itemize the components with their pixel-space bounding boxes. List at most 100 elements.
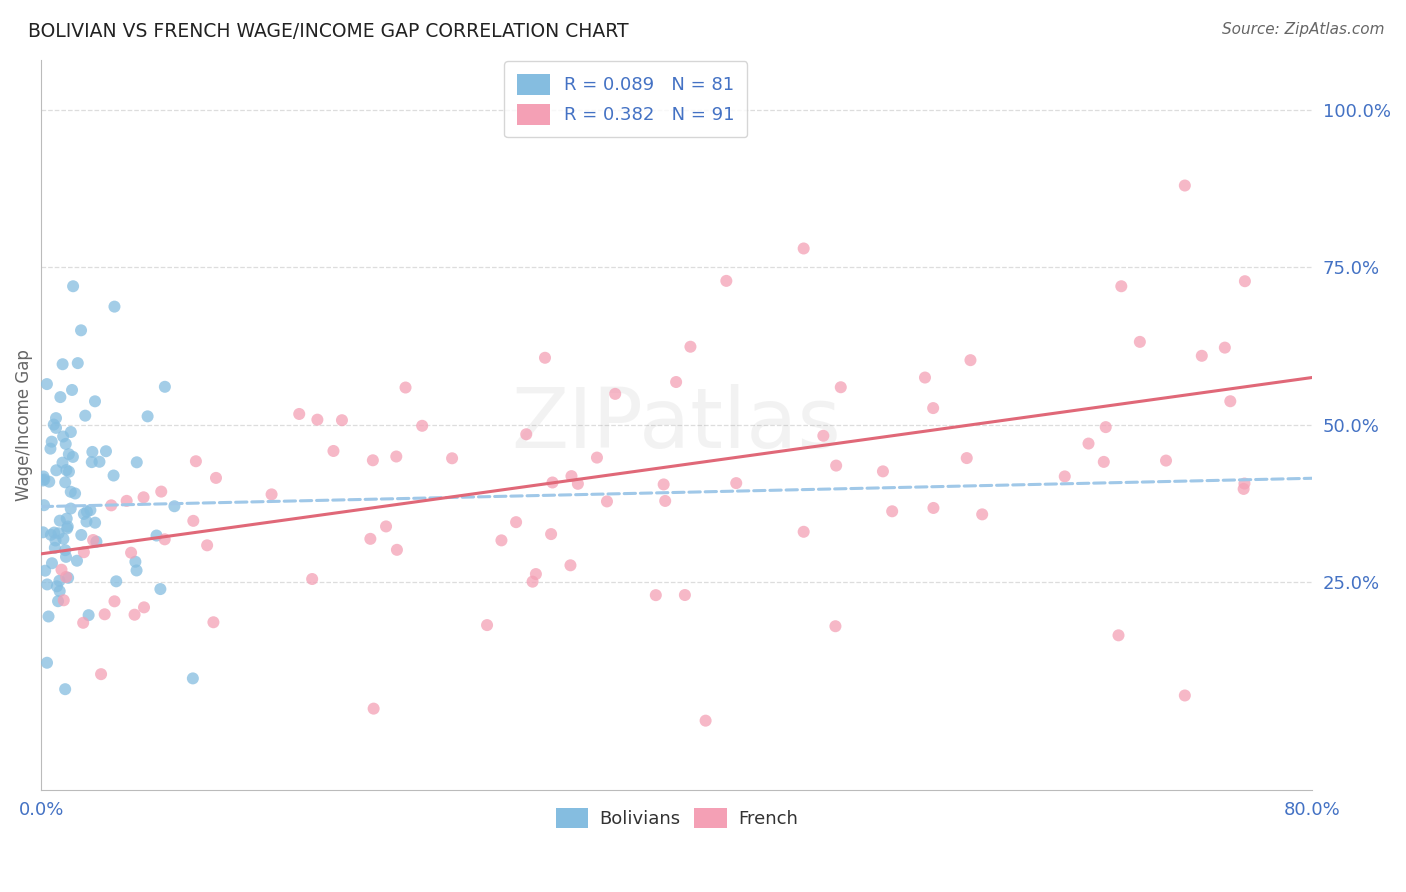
Point (959, 353, 981, 368)
Point (125, 564, 148, 578)
Point (45, 421, 67, 435)
Point (66, 356, 89, 370)
Point (42, 417, 65, 432)
Point (70, 323, 93, 337)
Point (540, 527, 562, 541)
Point (124, 607, 146, 622)
Point (824, 619, 846, 633)
Point (132, 491, 155, 505)
Point (716, 274, 738, 288)
Point (84, 394, 107, 409)
Point (1174, 689, 1197, 703)
Point (541, 475, 564, 490)
Point (39, 442, 62, 456)
Point (55, 463, 77, 477)
Point (103, 300, 125, 314)
Point (90, 667, 112, 681)
Point (163, 500, 186, 514)
Point (652, 477, 675, 491)
Point (1233, 476, 1256, 491)
Point (679, 340, 702, 354)
Point (35, 377, 58, 392)
Point (150, 484, 173, 499)
Point (596, 494, 619, 508)
Point (60, 383, 83, 397)
Point (93, 607, 115, 622)
Point (89, 455, 111, 469)
Point (181, 514, 204, 528)
Text: Source: ZipAtlas.com: Source: ZipAtlas.com (1222, 22, 1385, 37)
Point (184, 454, 207, 468)
Point (63, 486, 86, 500)
Point (62, 450, 84, 464)
Point (132, 600, 155, 615)
Point (70, 528, 93, 542)
Point (41, 434, 63, 449)
Point (301, 572, 323, 586)
Point (515, 427, 537, 442)
Point (103, 468, 125, 483)
Point (58, 447, 80, 461)
Point (125, 455, 148, 469)
Point (59, 501, 82, 516)
Point (560, 558, 582, 573)
Point (120, 546, 142, 560)
Point (79, 503, 101, 517)
Point (45, 411, 67, 425)
Point (1219, 394, 1241, 409)
Point (922, 500, 945, 515)
Point (41, 556, 63, 570)
Point (48, 574, 70, 588)
Point (59, 484, 82, 499)
Point (52, 357, 75, 371)
Point (72, 615, 94, 630)
Point (882, 504, 904, 518)
Point (149, 582, 172, 596)
Point (567, 476, 589, 491)
Point (34, 564, 56, 578)
Point (38, 609, 60, 624)
Point (359, 532, 381, 546)
Point (673, 588, 696, 602)
Point (82, 445, 104, 459)
Point (922, 401, 945, 415)
Point (45, 463, 67, 477)
Point (202, 615, 225, 630)
Point (560, 469, 582, 483)
Text: ZIPatlas: ZIPatlas (512, 384, 842, 466)
Point (195, 538, 218, 552)
Point (55, 511, 77, 525)
Point (82, 533, 104, 547)
Point (813, 429, 835, 443)
Point (1077, 436, 1099, 450)
Point (385, 542, 408, 557)
Point (1154, 453, 1177, 467)
Point (136, 409, 159, 424)
Point (394, 380, 416, 394)
Point (44, 533, 66, 548)
Point (62, 279, 84, 293)
Point (52, 429, 75, 443)
Point (38, 475, 60, 489)
Point (73, 507, 96, 521)
Point (55, 570, 77, 584)
Point (475, 618, 498, 632)
Point (375, 519, 398, 533)
Point (956, 451, 979, 466)
Point (1233, 482, 1256, 496)
Point (55, 549, 77, 564)
Point (39, 528, 62, 542)
Point (32, 525, 55, 540)
Point (37, 577, 59, 591)
Point (58, 465, 80, 479)
Point (48, 526, 70, 541)
Point (48, 584, 70, 599)
Point (586, 450, 609, 465)
Point (115, 494, 138, 508)
Point (872, 464, 894, 478)
Point (153, 380, 176, 394)
Point (76, 505, 98, 519)
Point (1053, 469, 1076, 483)
Point (52, 532, 75, 546)
Point (32, 469, 55, 483)
